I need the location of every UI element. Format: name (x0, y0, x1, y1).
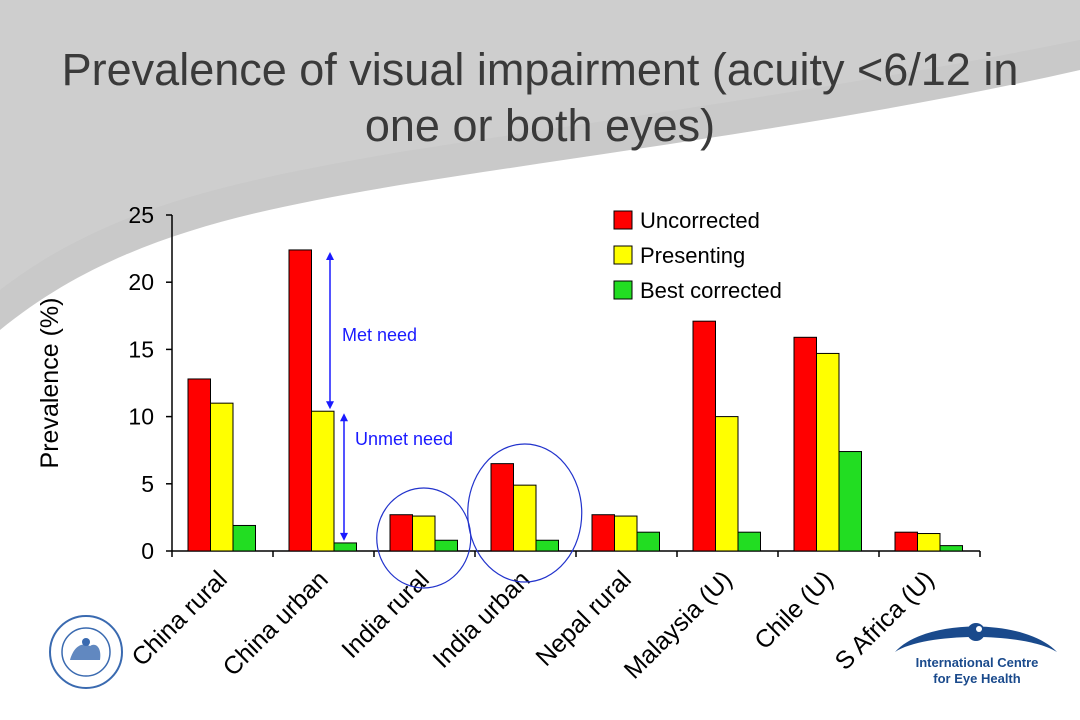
chart-bars (187, 249, 963, 552)
bar (311, 410, 335, 552)
bar (232, 524, 256, 552)
legend-label: Uncorrected (640, 208, 760, 233)
bar (816, 352, 840, 552)
unmet-need-label: Unmet need (355, 429, 453, 449)
y-tick-label: 5 (141, 471, 154, 497)
y-tick-label: 25 (128, 202, 154, 228)
y-tick-label: 0 (141, 538, 154, 564)
x-tick-label: China urban (218, 565, 334, 681)
bar (591, 514, 615, 552)
y-tick-label: 15 (128, 336, 154, 362)
bar (210, 402, 234, 552)
y-tick-label: 10 (128, 404, 154, 430)
y-tick-label: 20 (128, 269, 154, 295)
bar (715, 416, 739, 552)
bar (737, 531, 761, 552)
unmet-need-arrow-head-up (340, 413, 348, 422)
bar (917, 533, 941, 552)
bar (793, 336, 817, 552)
bar (389, 514, 413, 552)
bar (692, 320, 716, 552)
legend-label: Presenting (640, 243, 745, 268)
legend-swatch (613, 280, 633, 300)
bar (535, 539, 559, 552)
bar (412, 515, 436, 552)
slide-title: Prevalence of visual impairment (acuity … (61, 44, 1019, 151)
international-centre-for-eye-health-logo: International Centre for Eye Health (895, 623, 1057, 686)
bar (636, 531, 660, 552)
logo-line-2: for Eye Health (933, 671, 1020, 686)
bar (490, 463, 514, 552)
chart-legend: Uncorrected Presenting Best corrected (613, 208, 782, 303)
chart-annotations: Met need Unmet need (326, 251, 583, 589)
unmet-need-arrow-head-down (340, 532, 348, 541)
highlight-circle (376, 487, 472, 589)
met-need-arrow-head-down (326, 401, 334, 410)
bar (838, 451, 862, 552)
x-tick-label: Nepal rural (530, 565, 636, 671)
x-tick-label: Malaysia (U) (619, 565, 738, 684)
bar (434, 539, 458, 552)
legend-label: Best corrected (640, 278, 782, 303)
bar (333, 542, 357, 552)
logo-line-1: International Centre (916, 655, 1039, 670)
lshtm-seal-logo (49, 615, 123, 689)
legend-swatch (613, 210, 633, 230)
bar (614, 515, 638, 552)
bar (513, 484, 537, 552)
y-axis-title: Prevalence (%) (36, 298, 64, 469)
x-tick-label: Chile (U) (749, 565, 839, 655)
chart-axes: 0 5 10 15 20 25 Prevalence (%) (36, 202, 981, 564)
bar (187, 378, 211, 552)
legend-swatch (613, 245, 633, 265)
highlight-circle (467, 443, 583, 583)
bar (894, 531, 918, 552)
met-need-label: Met need (342, 325, 417, 345)
x-tick-label: China rural (126, 565, 232, 671)
bar (288, 249, 312, 552)
x-tick-label: India rural (336, 565, 434, 663)
bar (939, 545, 963, 552)
met-need-arrow-head-up (326, 251, 334, 260)
